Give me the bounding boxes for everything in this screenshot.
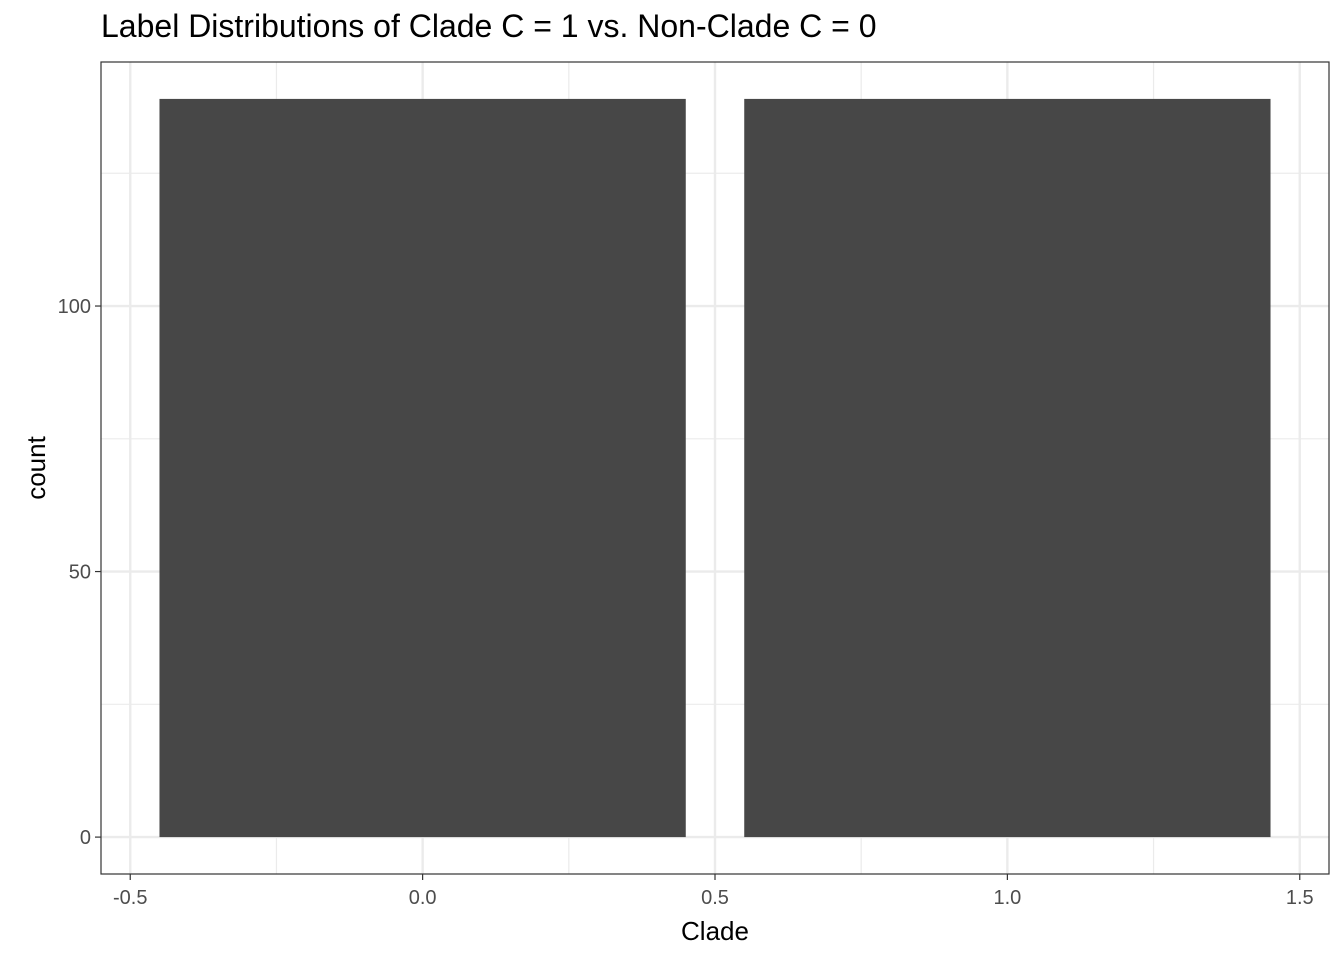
y-axis: 0 50 100 — [58, 296, 101, 849]
y-tick-label: 50 — [69, 562, 91, 584]
x-tick-label: 1.0 — [993, 887, 1021, 909]
y-axis-title: count — [21, 435, 51, 499]
x-tick-label: 0.0 — [409, 887, 437, 909]
x-axis: -0.5 0.0 0.5 1.0 1.5 — [113, 874, 1314, 909]
x-axis-title: Clade — [681, 916, 749, 946]
y-tick-label: 0 — [80, 827, 91, 849]
bar-clade-0 — [159, 98, 686, 838]
x-tick-label: -0.5 — [113, 887, 147, 909]
bar-clade-1 — [744, 98, 1271, 838]
y-tick-label: 100 — [58, 296, 91, 318]
chart-title: Label Distributions of Clade C = 1 vs. N… — [101, 8, 877, 44]
bars — [159, 98, 1271, 838]
x-tick-label: 1.5 — [1286, 887, 1314, 909]
x-tick-label: 0.5 — [701, 887, 729, 909]
